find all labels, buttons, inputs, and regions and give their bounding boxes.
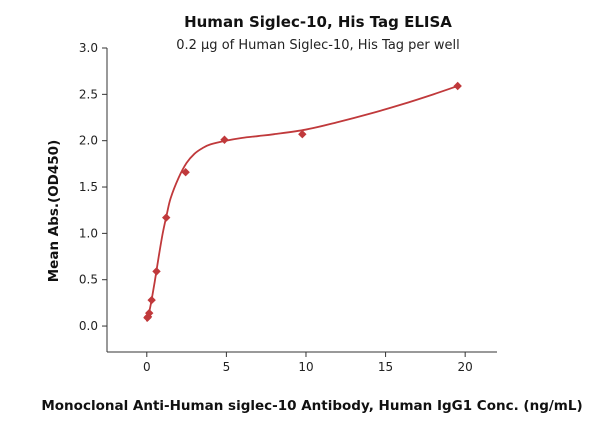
data-point [145,308,154,318]
x-tick-label: 20 [458,360,473,374]
data-point [220,135,229,144]
y-tick-label: 3.0 [79,41,98,55]
data-point [453,81,462,91]
y-ticks: 0.0 0.5 1.0 1.5 2.0 2.5 3.0 [79,41,107,333]
chart-title: Human Siglec-10, His Tag ELISA [184,13,452,31]
data-point [162,213,171,222]
x-ticks: 0 5 10 15 20 [143,352,473,374]
y-tick-label: 0.0 [79,319,98,333]
x-tick-label: 5 [223,360,231,374]
y-tick-label: 2.5 [79,87,98,101]
data-point [147,295,156,305]
x-tick-label: 10 [298,360,313,374]
y-tick-label: 1.0 [79,226,98,240]
x-axis-label: Monoclonal Anti-Human siglec-10 Antibody… [41,398,582,414]
data-point [181,167,190,177]
x-tick-label: 15 [378,360,393,374]
data-point [298,129,307,139]
y-tick-label: 2.0 [79,134,98,148]
y-tick-label: 1.5 [79,180,98,194]
fit-curve [145,85,458,322]
y-tick-label: 0.5 [79,273,98,287]
axes [106,48,497,353]
chart-subtitle: 0.2 µg of Human Siglec-10, His Tag per w… [176,38,460,53]
data-point [152,267,161,276]
x-tick-label: 0 [143,360,151,374]
data-points [143,81,462,322]
y-axis-label: Mean Abs.(OD450) [46,140,62,283]
